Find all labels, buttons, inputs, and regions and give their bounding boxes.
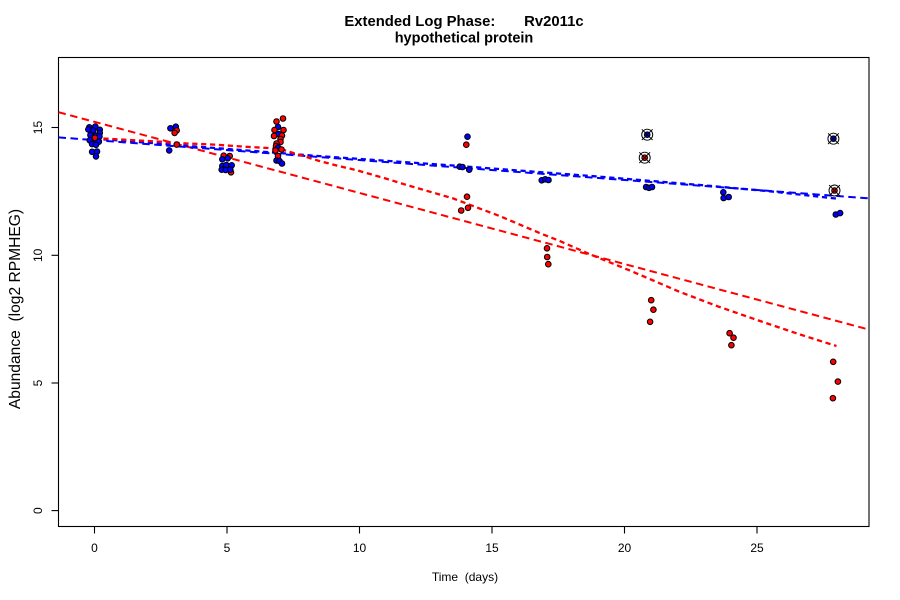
svg-text:25: 25 — [750, 541, 764, 555]
svg-text:0: 0 — [91, 541, 98, 555]
svg-text:20: 20 — [618, 541, 632, 555]
svg-text:Extended Log Phase: Rv20: Extended Log Phase: Rv2011c — [344, 14, 583, 30]
svg-text:5: 5 — [31, 379, 45, 386]
svg-text:15: 15 — [485, 541, 499, 555]
svg-text:10: 10 — [31, 248, 45, 262]
svg-text:hypothetical protein: hypothetical protein — [395, 30, 534, 46]
svg-text:5: 5 — [224, 541, 231, 555]
svg-text:15: 15 — [31, 121, 45, 135]
svg-text:10: 10 — [353, 541, 367, 555]
svg-text:Abundance (log2 RPMHEG): Abundance (log2 RPMHEG) — [7, 209, 24, 409]
svg-text:Time (days): Time (days) — [432, 570, 498, 584]
svg-text:0: 0 — [31, 507, 45, 514]
